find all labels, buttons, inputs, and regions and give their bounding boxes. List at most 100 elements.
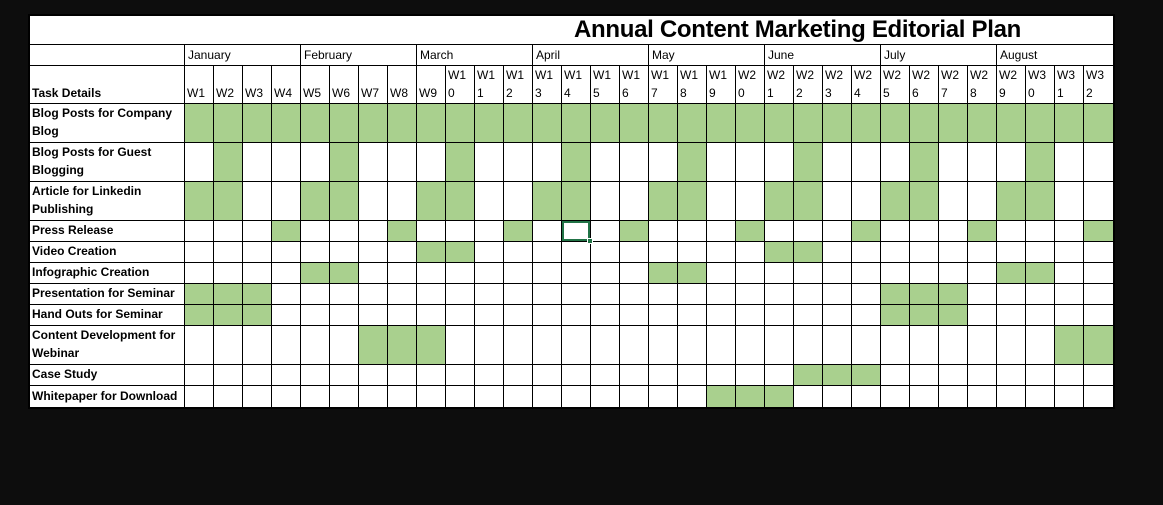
gantt-cell[interactable] <box>707 365 736 386</box>
gantt-cell[interactable] <box>359 242 388 263</box>
week-header-cell[interactable]: W3 <box>243 66 272 104</box>
week-header-cell[interactable]: W2 5 <box>881 66 910 104</box>
gantt-cell[interactable] <box>852 305 881 326</box>
gantt-cell[interactable] <box>910 242 939 263</box>
gantt-cell[interactable] <box>562 263 591 284</box>
gantt-cell[interactable] <box>1084 242 1113 263</box>
gantt-cell[interactable] <box>301 182 330 221</box>
gantt-cell[interactable] <box>185 284 214 305</box>
gantt-cell[interactable] <box>968 242 997 263</box>
gantt-cell[interactable] <box>881 242 910 263</box>
gantt-cell[interactable] <box>272 326 301 365</box>
gantt-cell[interactable] <box>330 143 359 182</box>
gantt-cell[interactable] <box>533 143 562 182</box>
week-header-cell[interactable]: W1 9 <box>707 66 736 104</box>
gantt-cell[interactable] <box>591 284 620 305</box>
gantt-cell[interactable] <box>446 365 475 386</box>
gantt-cell[interactable] <box>388 182 417 221</box>
gantt-cell[interactable] <box>446 305 475 326</box>
gantt-cell[interactable] <box>968 305 997 326</box>
week-header-cell[interactable]: W3 1 <box>1055 66 1084 104</box>
gantt-cell[interactable] <box>1084 104 1113 143</box>
gantt-cell[interactable] <box>475 182 504 221</box>
gantt-cell[interactable] <box>707 284 736 305</box>
gantt-cell[interactable] <box>649 365 678 386</box>
gantt-cell[interactable] <box>707 263 736 284</box>
gantt-cell[interactable] <box>272 182 301 221</box>
gantt-cell[interactable] <box>649 386 678 407</box>
gantt-cell[interactable] <box>823 386 852 407</box>
gantt-cell[interactable] <box>997 305 1026 326</box>
gantt-cell[interactable] <box>939 326 968 365</box>
gantt-cell[interactable] <box>1026 104 1055 143</box>
plan-title-cell[interactable]: Annual Content Marketing Editorial Plan <box>30 16 1113 45</box>
gantt-cell[interactable] <box>185 326 214 365</box>
week-header-cell[interactable]: W1 8 <box>678 66 707 104</box>
gantt-cell[interactable] <box>388 263 417 284</box>
gantt-cell[interactable] <box>417 386 446 407</box>
task-label-cell[interactable]: Blog Posts for Guest Blogging <box>30 143 185 182</box>
gantt-cell[interactable] <box>417 104 446 143</box>
week-header-cell[interactable]: W2 0 <box>736 66 765 104</box>
gantt-cell[interactable] <box>765 305 794 326</box>
week-header-cell[interactable]: W1 0 <box>446 66 475 104</box>
gantt-cell[interactable] <box>388 104 417 143</box>
gantt-cell[interactable] <box>881 365 910 386</box>
gantt-cell[interactable] <box>272 221 301 242</box>
week-header-cell[interactable]: W2 <box>214 66 243 104</box>
gantt-cell[interactable] <box>823 182 852 221</box>
gantt-cell[interactable] <box>852 182 881 221</box>
gantt-cell[interactable] <box>504 221 533 242</box>
gantt-cell[interactable] <box>475 284 504 305</box>
gantt-cell[interactable] <box>591 182 620 221</box>
gantt-cell[interactable] <box>939 284 968 305</box>
week-header-cell[interactable]: W1 6 <box>620 66 649 104</box>
gantt-cell[interactable] <box>301 242 330 263</box>
gantt-cell[interactable] <box>1084 221 1113 242</box>
gantt-cell[interactable] <box>852 386 881 407</box>
week-header-cell[interactable]: W2 6 <box>910 66 939 104</box>
gantt-cell[interactable] <box>1055 386 1084 407</box>
gantt-cell[interactable] <box>301 143 330 182</box>
gantt-cell[interactable] <box>678 263 707 284</box>
gantt-cell[interactable] <box>446 263 475 284</box>
gantt-cell[interactable] <box>1084 284 1113 305</box>
gantt-cell[interactable] <box>997 386 1026 407</box>
gantt-cell[interactable] <box>1026 143 1055 182</box>
gantt-cell[interactable] <box>214 182 243 221</box>
gantt-cell[interactable] <box>997 182 1026 221</box>
gantt-cell[interactable] <box>620 386 649 407</box>
gantt-cell[interactable] <box>765 365 794 386</box>
gantt-cell[interactable] <box>852 143 881 182</box>
gantt-cell[interactable] <box>243 221 272 242</box>
gantt-cell[interactable] <box>359 143 388 182</box>
gantt-cell[interactable] <box>823 263 852 284</box>
gantt-cell[interactable] <box>881 305 910 326</box>
gantt-cell[interactable] <box>359 284 388 305</box>
gantt-cell[interactable] <box>852 242 881 263</box>
gantt-cell[interactable] <box>243 284 272 305</box>
gantt-cell[interactable] <box>388 326 417 365</box>
gantt-cell[interactable] <box>910 326 939 365</box>
gantt-cell[interactable] <box>794 386 823 407</box>
gantt-cell[interactable] <box>591 242 620 263</box>
gantt-cell[interactable] <box>852 365 881 386</box>
gantt-cell[interactable] <box>678 386 707 407</box>
gantt-cell[interactable] <box>330 104 359 143</box>
gantt-cell[interactable] <box>736 104 765 143</box>
gantt-cell[interactable] <box>417 263 446 284</box>
gantt-cell[interactable] <box>968 182 997 221</box>
task-label-cell[interactable]: Video Creation <box>30 242 185 263</box>
gantt-cell[interactable] <box>272 386 301 407</box>
task-label-cell[interactable]: Whitepaper for Download <box>30 386 185 407</box>
gantt-cell[interactable] <box>562 242 591 263</box>
gantt-cell[interactable] <box>1055 104 1084 143</box>
gantt-cell[interactable] <box>475 365 504 386</box>
month-header-cell[interactable]: July <box>881 45 997 66</box>
gantt-cell[interactable] <box>707 326 736 365</box>
gantt-cell[interactable] <box>852 104 881 143</box>
week-header-cell[interactable]: W1 2 <box>504 66 533 104</box>
gantt-cell[interactable] <box>939 386 968 407</box>
gantt-cell[interactable] <box>997 143 1026 182</box>
gantt-cell[interactable] <box>1084 365 1113 386</box>
